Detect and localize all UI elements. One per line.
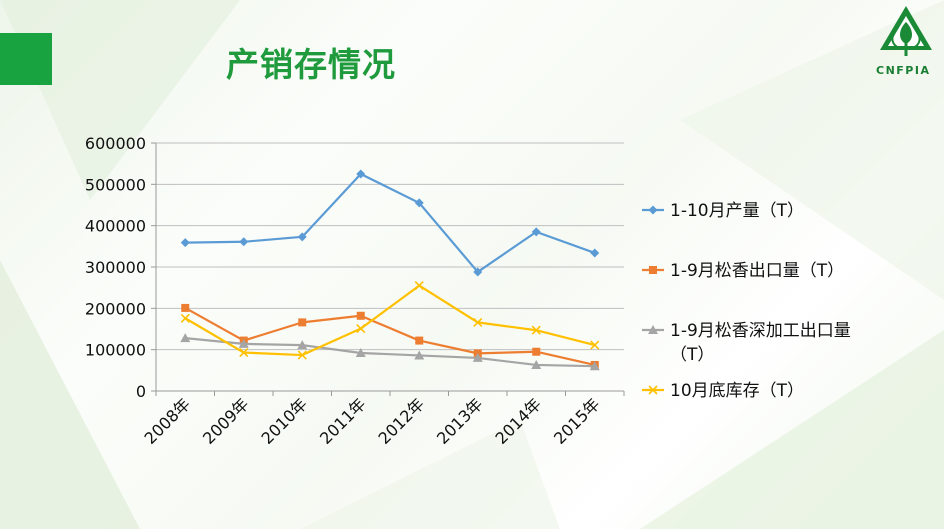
data-point-marker xyxy=(238,338,249,348)
data-point-marker xyxy=(589,361,600,371)
data-point-marker xyxy=(648,385,658,395)
x-tick-label: 2012年 xyxy=(375,394,429,448)
y-tick-label: 600000 xyxy=(85,134,146,153)
data-point-marker xyxy=(531,325,541,335)
data-point-marker xyxy=(473,317,483,327)
data-point-marker xyxy=(181,303,190,312)
logo-text: CNFPIA xyxy=(876,64,931,77)
series-line xyxy=(185,172,596,274)
data-point-marker xyxy=(355,347,366,357)
y-tick-label: 0 xyxy=(136,382,146,401)
y-tick-label: 200000 xyxy=(85,299,146,318)
cnfpia-logo xyxy=(880,6,932,56)
slide-title: 产销存情况 xyxy=(226,45,396,84)
x-tick-label: 2011年 xyxy=(316,394,370,448)
data-point-marker xyxy=(356,324,366,334)
data-point-marker xyxy=(472,352,483,362)
data-point-marker xyxy=(531,227,541,237)
data-point-marker xyxy=(414,281,424,291)
data-point-marker xyxy=(239,237,249,247)
legend-label: 10月底库存（T） xyxy=(670,381,804,401)
data-point-marker xyxy=(180,333,191,343)
data-point-marker xyxy=(531,359,542,369)
y-axis-ticks: 600000 500000 400000 300000 200000 100000 0 xyxy=(85,134,146,401)
legend-item: 1-10月产量（T） xyxy=(642,201,804,221)
data-point-marker xyxy=(297,340,308,350)
data-point-marker xyxy=(473,267,483,277)
y-tick-label: 400000 xyxy=(85,217,146,236)
series-3 xyxy=(180,281,600,360)
legend-label: 1-9月松香深加工出口量（T） xyxy=(670,321,851,365)
data-point-marker xyxy=(648,205,658,215)
data-point-marker xyxy=(532,347,541,356)
data-point-marker xyxy=(414,198,424,208)
x-tick-label: 2013年 xyxy=(433,394,487,448)
series-line xyxy=(184,284,596,357)
series-0 xyxy=(180,169,600,277)
x-tick-label: 2010年 xyxy=(258,394,312,448)
data-point-marker xyxy=(297,232,307,242)
data-point-marker xyxy=(298,318,307,327)
data-point-marker xyxy=(356,311,365,320)
x-tick-label: 2014年 xyxy=(492,394,546,448)
data-point-marker xyxy=(649,266,657,274)
data-point-marker xyxy=(356,169,366,179)
x-tick-label: 2009年 xyxy=(199,394,253,448)
series-1 xyxy=(181,303,599,369)
legend-item: 10月底库存（T） xyxy=(642,381,804,401)
data-point-marker xyxy=(180,313,190,323)
series-2 xyxy=(180,333,600,371)
legend-label: 1-10月产量（T） xyxy=(670,201,804,221)
legend-item: 1-9月松香出口量（T） xyxy=(642,261,844,281)
x-tick-label: 2015年 xyxy=(550,394,604,448)
title-accent-block xyxy=(0,33,52,85)
data-point-marker xyxy=(590,248,600,258)
x-axis-ticks: 2008年 2009年 2010年 2011年 2012年 2013年 2014年 2015年 xyxy=(141,394,604,448)
data-point-marker xyxy=(414,350,425,360)
y-tick-label: 300000 xyxy=(85,258,146,277)
data-point-marker xyxy=(297,350,307,360)
y-tick-label: 100000 xyxy=(85,341,146,360)
data-point-marker xyxy=(590,340,600,350)
chart-legend: 1-10月产量（T） 1-9月松香出口量（T） 1-9月松香深加工出口量（T） 10月… xyxy=(642,201,851,401)
legend-label: 1-9月松香出口量（T） xyxy=(670,261,844,281)
series-line xyxy=(185,336,595,368)
data-point-marker xyxy=(180,238,190,248)
legend-item: 1-9月松香深加工出口量（T） xyxy=(642,321,851,365)
chart-series xyxy=(180,169,600,371)
series-line xyxy=(184,306,595,367)
x-tick-label: 2008年 xyxy=(141,394,195,448)
data-point-marker xyxy=(239,347,249,358)
data-point-marker xyxy=(648,325,658,334)
chart-gridlines xyxy=(151,142,625,396)
data-point-marker xyxy=(415,336,424,345)
y-tick-label: 500000 xyxy=(85,175,146,194)
